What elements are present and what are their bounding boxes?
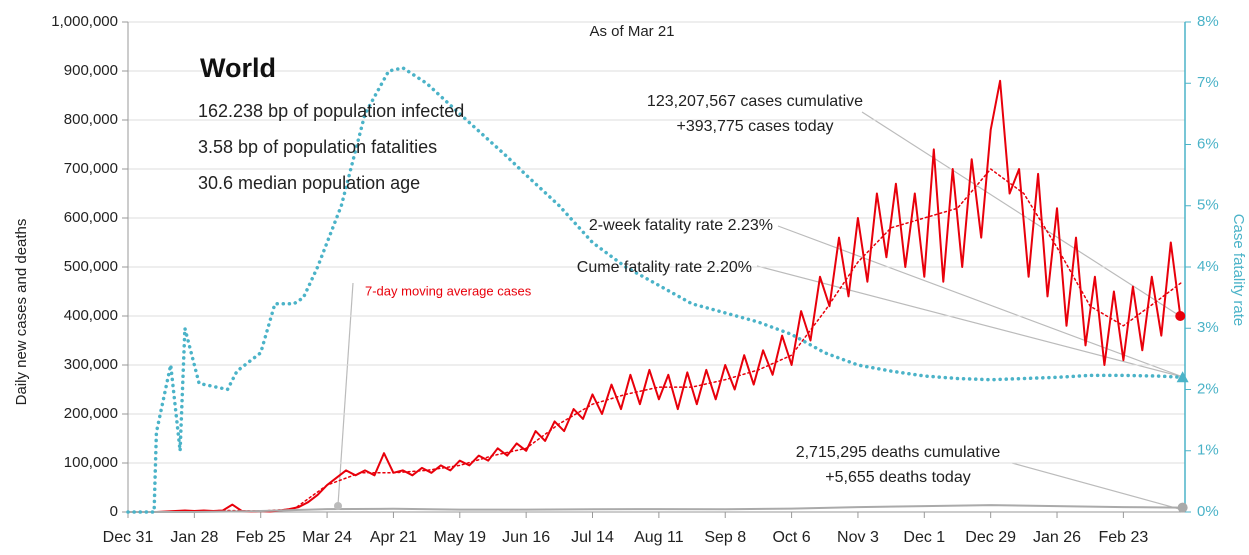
leader-line [1011,462,1184,511]
anchor-dot [334,502,342,510]
x-tick-label: Aug 11 [634,529,684,546]
annotation: 3.58 bp of population fatalities [198,137,437,157]
x-tick-label: Jun 16 [502,529,550,546]
y-tick-label: 900,000 [64,62,118,79]
x-tick-label: Feb 23 [1098,529,1148,546]
y-tick-label: 100,000 [64,454,118,471]
y2-axis-label: Case fatality rate [1230,214,1247,327]
x-tick-label: Dec 1 [903,529,945,546]
y-tick-label: 300,000 [64,356,118,373]
annotation: As of Mar 21 [589,23,674,40]
end-marker [1175,311,1186,321]
y-axis-label: Daily new cases and deaths [13,219,30,406]
x-tick-label: Dec 29 [965,529,1016,546]
annotation: 2-week fatality rate 2.23% [589,217,773,234]
y-tick-label: 800,000 [64,111,118,128]
y2-tick-label: 4% [1197,258,1219,275]
y2-tick-label: 7% [1197,74,1219,91]
x-tick-label: Jan 26 [1033,529,1081,546]
y-tick-label: 400,000 [64,307,118,324]
annotation: 30.6 median population age [198,173,420,193]
y2-tick-label: 0% [1197,503,1219,520]
end-marker [1176,371,1189,383]
annotation: 2,715,295 deaths cumulative [796,444,1001,461]
y2-tick-label: 5% [1197,197,1219,214]
series-line [127,168,1184,513]
x-tick-label: Jan 28 [170,529,218,546]
y-tick-label: 700,000 [64,160,118,177]
x-tick-label: Mar 24 [302,529,352,546]
y-tick-label: 200,000 [64,405,118,422]
y2-tick-label: 3% [1197,319,1219,336]
x-tick-label: Dec 31 [103,529,154,546]
annotation: Cume fatality rate 2.20% [577,259,752,276]
x-tick-label: Sep 8 [704,529,746,546]
x-tick-label: May 19 [434,529,487,546]
x-tick-label: Oct 6 [772,529,810,546]
leaders [337,111,1184,511]
y2-tick-label: 6% [1197,135,1219,152]
y2-tick-label: 1% [1197,442,1219,459]
y-tick-label: 600,000 [64,209,118,226]
leader-line [337,282,354,506]
leader-line [777,225,1184,378]
annotation: 7-day moving average cases [365,283,532,298]
y-tick-label: 1,000,000 [51,13,118,30]
annotation: +5,655 deaths today [825,469,970,486]
y2-tick-label: 8% [1197,13,1219,30]
y2-tick-label: 2% [1197,380,1219,397]
annotation: 162.238 bp of population infected [198,101,464,121]
x-tick-label: Nov 3 [837,529,879,546]
annotation: World [200,53,276,83]
x-tick-label: Jul 14 [571,529,614,546]
x-tick-label: Apr 21 [370,529,417,546]
annotation: 123,207,567 cases cumulative [647,93,863,110]
annotation: +393,775 cases today [676,118,833,135]
series-line [126,66,1185,514]
leader-line [756,265,1184,378]
series-line [127,504,1184,513]
series-line [127,79,1182,513]
end-marker [1177,502,1188,513]
y-tick-label: 500,000 [64,258,118,275]
x-tick-label: Feb 25 [236,529,286,546]
y-tick-label: 0 [110,503,118,520]
